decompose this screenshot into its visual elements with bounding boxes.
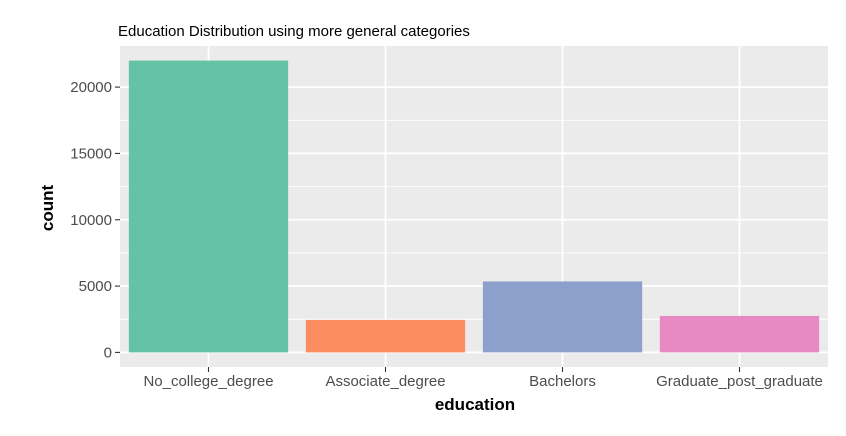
y-tick-label: 15000 [70, 145, 112, 162]
chart-title: Education Distribution using more genera… [118, 23, 470, 40]
bar-associate-degree [305, 319, 466, 353]
y-axis-title: count [38, 185, 57, 232]
x-tick-label: No_college_degree [143, 373, 273, 390]
y-axis: 0 5000 10000 15000 20000 [70, 79, 120, 361]
y-tick-label: 5000 [79, 278, 112, 295]
y-tick-label: 10000 [70, 212, 112, 229]
x-tick-label: Associate_degree [325, 373, 445, 390]
y-tick-label: 0 [104, 344, 112, 361]
x-axis: No_college_degree Associate_degree Bachelo… [143, 367, 823, 390]
x-tick-label: Graduate_post_graduate [656, 373, 823, 390]
bar-no-college-degree [128, 60, 289, 353]
bars [128, 60, 820, 353]
x-tick-label: Bachelors [529, 373, 596, 390]
bar-graduate-post-graduate [659, 315, 820, 353]
bar-bachelors [482, 281, 643, 353]
x-axis-title: education [435, 395, 515, 414]
y-tick-label: 20000 [70, 79, 112, 96]
